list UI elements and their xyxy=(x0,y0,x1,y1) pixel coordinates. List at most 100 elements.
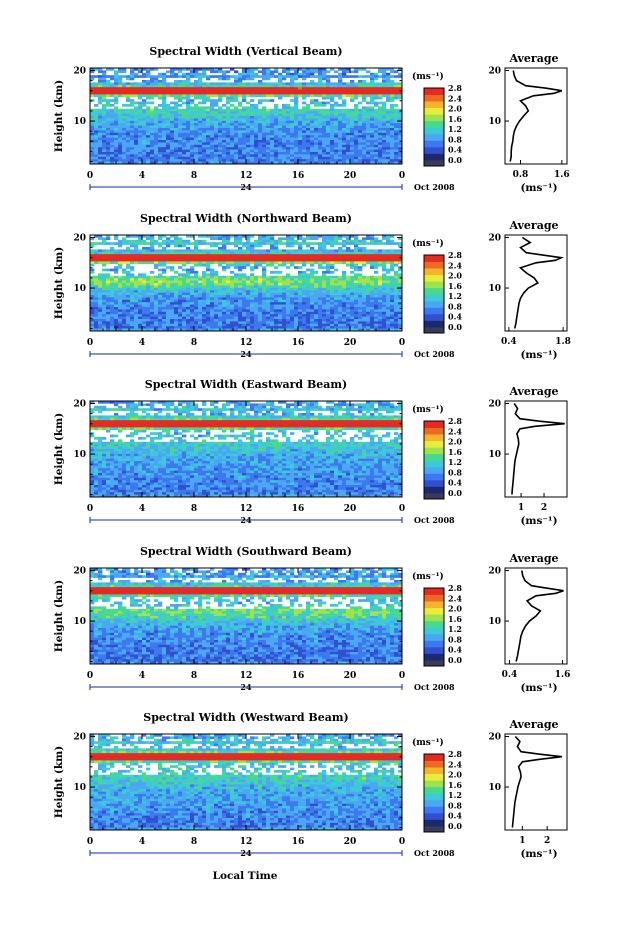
heatmap-cell xyxy=(370,106,375,110)
heatmap-cell xyxy=(218,113,223,117)
heatmap-cell xyxy=(218,96,223,100)
heatmap-cell xyxy=(346,247,351,250)
heatmap-cell xyxy=(334,259,339,262)
heatmap-cell xyxy=(358,68,363,71)
heatmap-cell xyxy=(214,285,219,289)
heatmap-cell xyxy=(146,128,151,131)
heatmap-cell xyxy=(342,154,347,158)
heatmap-cell xyxy=(126,299,131,303)
heatmap-cell xyxy=(238,239,243,243)
heatmap-cell xyxy=(162,297,167,301)
heatmap-cell xyxy=(302,68,307,71)
heatmap-cell xyxy=(242,92,247,95)
y-tick-label: 10 xyxy=(73,117,86,127)
heatmap-cell xyxy=(170,295,175,298)
heatmap-cell xyxy=(274,244,279,248)
heatmap-cell xyxy=(102,108,107,112)
heatmap-cell xyxy=(138,254,143,257)
heatmap-cell xyxy=(366,283,371,286)
heatmap-cell xyxy=(354,68,359,71)
heatmap-cell xyxy=(154,108,159,112)
heatmap-cell xyxy=(266,309,271,313)
heatmap-cell xyxy=(350,309,355,313)
heatmap-cell xyxy=(250,297,255,301)
heatmap-cell xyxy=(102,249,107,253)
heatmap-cell xyxy=(322,237,327,241)
heatmap-cell xyxy=(130,147,135,150)
heatmap-cell xyxy=(390,287,395,291)
heatmap-cell xyxy=(302,283,307,286)
heatmap-cell xyxy=(94,82,99,86)
heatmap-cell xyxy=(374,140,379,143)
heatmap-cell xyxy=(338,156,343,160)
heatmap-cell xyxy=(190,120,195,124)
heatmap-cell xyxy=(118,82,123,86)
heatmap-cell xyxy=(246,140,251,143)
heatmap-cell xyxy=(222,278,227,281)
heatmap-cell xyxy=(218,287,223,291)
heatmap-cell xyxy=(386,152,391,155)
heatmap-cell xyxy=(138,106,143,110)
heatmap-cell xyxy=(134,242,139,245)
heatmap-cell xyxy=(286,297,291,301)
heatmap-cell xyxy=(114,135,119,138)
heatmap-cell xyxy=(258,295,263,298)
heatmap-cell xyxy=(342,84,347,88)
heatmap-cell xyxy=(138,302,143,305)
heatmap-cell xyxy=(266,108,271,112)
heatmap-cell xyxy=(326,137,331,141)
heatmap-cell xyxy=(390,292,395,296)
heatmap-cell xyxy=(98,116,103,119)
heatmap-cell xyxy=(314,251,319,255)
heatmap-cell xyxy=(230,302,235,305)
heatmap-cell xyxy=(170,239,175,243)
heatmap-cell xyxy=(238,87,243,90)
heatmap-cell xyxy=(374,144,379,148)
heatmap-cell xyxy=(322,135,327,138)
heatmap-cell xyxy=(330,108,335,112)
heatmap-cell xyxy=(390,118,395,122)
heatmap-cell xyxy=(254,244,259,248)
heatmap-cell xyxy=(178,287,183,291)
heatmap-cell xyxy=(314,249,319,253)
heatmap-cell xyxy=(246,120,251,124)
heatmap-cell xyxy=(190,304,195,308)
heatmap-cell xyxy=(94,135,99,138)
heatmap-cell xyxy=(130,235,135,238)
heatmap-cell xyxy=(102,82,107,86)
heatmap-cell xyxy=(190,118,195,122)
heatmap-cell xyxy=(122,87,127,90)
heatmap-cell xyxy=(182,75,187,78)
heatmap-cell xyxy=(378,152,383,155)
heatmap-cell xyxy=(334,283,339,286)
heatmap-cell xyxy=(242,108,247,112)
heatmap-cell xyxy=(122,137,127,141)
heatmap-cell xyxy=(230,297,235,301)
heatmap-cell xyxy=(266,261,271,265)
heatmap-cell xyxy=(250,132,255,136)
heatmap-cell xyxy=(358,261,363,265)
heatmap-cell xyxy=(254,108,259,112)
heatmap-cell xyxy=(178,290,183,293)
heatmap-cell xyxy=(210,237,215,241)
heatmap-cell xyxy=(282,304,287,308)
heatmap-cell xyxy=(262,89,267,93)
heatmap-cell xyxy=(134,142,139,146)
heatmap-cell xyxy=(150,123,155,126)
heatmap-cell xyxy=(274,87,279,90)
heatmap-cell xyxy=(390,125,395,129)
heatmap-cell xyxy=(162,304,167,308)
heatmap-cell xyxy=(370,125,375,129)
heatmap-cell xyxy=(318,118,323,122)
heatmap-cell xyxy=(322,137,327,141)
heatmap-cell xyxy=(362,92,367,95)
heatmap-cell xyxy=(374,116,379,119)
heatmap-cell xyxy=(342,285,347,289)
heatmap-cell xyxy=(294,266,299,269)
heatmap-cell xyxy=(106,94,111,98)
heatmap-cell xyxy=(166,94,171,98)
heatmap-cell xyxy=(302,77,307,81)
heatmap-cell xyxy=(234,266,239,269)
heatmap-cell xyxy=(122,239,127,243)
heatmap-cell xyxy=(270,108,275,112)
